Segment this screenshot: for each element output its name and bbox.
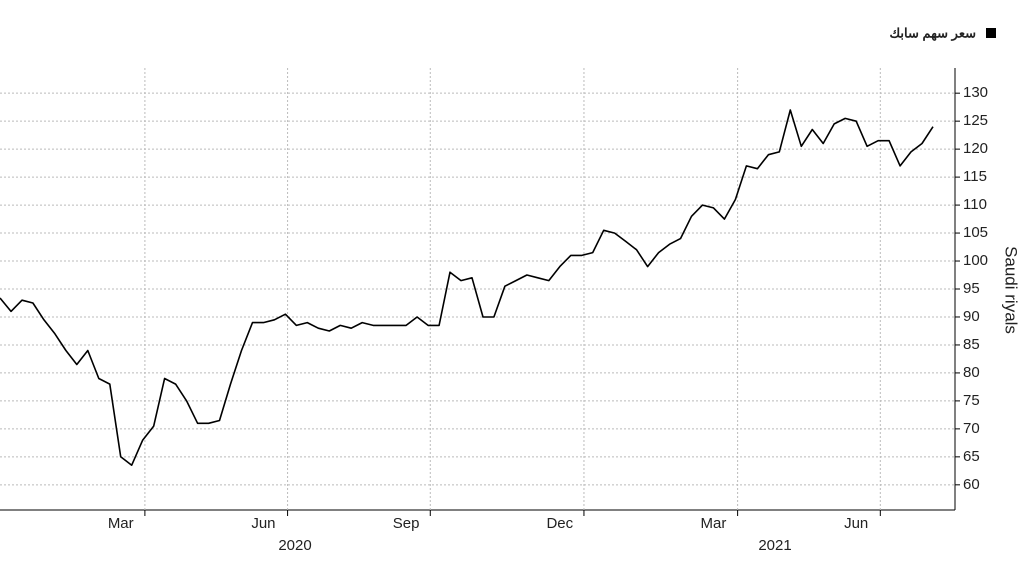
y-tick-label: 130	[963, 84, 988, 101]
y-tick-label: 110	[963, 196, 987, 213]
y-tick-label: 125	[963, 112, 988, 129]
y-tick-label: 100	[963, 252, 988, 269]
legend-swatch	[986, 28, 996, 38]
x-tick-label: Mar	[108, 515, 134, 532]
y-tick-label: 90	[963, 308, 980, 325]
legend-label: سعر سهم سابك	[889, 25, 976, 41]
y-tick-label: 120	[963, 140, 988, 157]
y-tick-label: 65	[963, 448, 980, 465]
y-tick-label: 95	[963, 280, 980, 297]
x-tick-label: Jun	[844, 515, 868, 532]
y-axis-label: Saudi riyals	[1002, 246, 1021, 334]
y-tick-label: 60	[963, 476, 980, 493]
y-tick-label: 115	[963, 168, 987, 185]
x-tick-label: Jun	[251, 515, 275, 532]
line-series	[0, 109, 934, 466]
y-tick-label: 85	[963, 336, 980, 353]
y-tick-label: 70	[963, 420, 980, 437]
y-tick-label: 105	[963, 224, 988, 241]
x-year-label: 2020	[278, 537, 311, 554]
x-year-label: 2021	[758, 537, 791, 554]
x-tick-label: Sep	[393, 515, 420, 532]
x-tick-label: Mar	[701, 515, 727, 532]
y-tick-label: 75	[963, 392, 980, 409]
y-tick-label: 80	[963, 364, 980, 381]
x-tick-label: Dec	[546, 515, 573, 532]
